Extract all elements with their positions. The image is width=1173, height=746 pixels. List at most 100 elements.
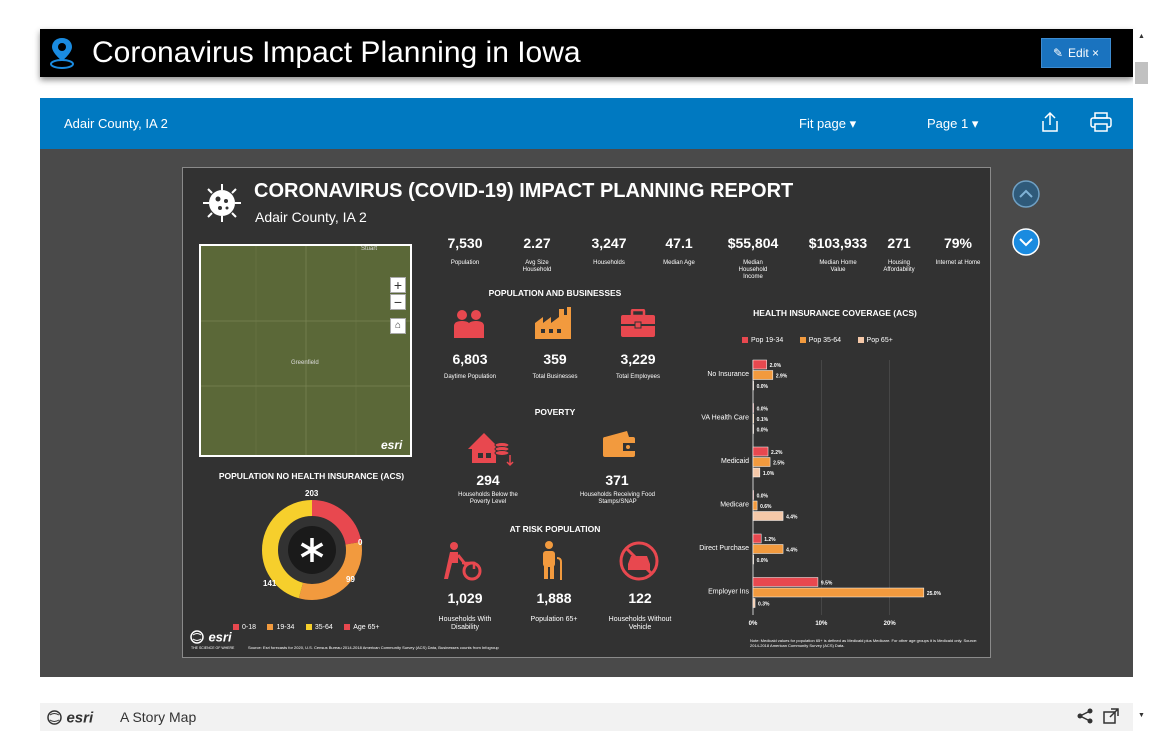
donut-heading: POPULATION NO HEALTH INSURANCE (ACS): [218, 471, 405, 481]
county-map[interactable]: Stuart Greenfield + − ⌂ esri: [199, 244, 412, 457]
donut-chart: [262, 500, 362, 600]
snap-value: 371: [605, 472, 629, 488]
chart-bar: [752, 370, 774, 380]
chart-value-label: 1.2%: [764, 537, 776, 543]
share-icon[interactable]: [1077, 708, 1093, 729]
donut-segment-Age65: [262, 500, 362, 600]
chart-value-label: 25.0%: [927, 591, 942, 597]
scroll-down-icon[interactable]: ▼: [1138, 712, 1145, 719]
chart-bar: [752, 598, 756, 608]
chart-value-label: 9.5%: [821, 581, 833, 587]
no-car-icon: [618, 540, 660, 587]
donut-label-right: 0: [358, 538, 363, 547]
toolbar-page-name: Adair County, IA 2: [64, 116, 168, 131]
esri-tagline: THE SCIENCE OF WHERE: [191, 646, 235, 650]
map-label-road: Stuart: [361, 246, 378, 252]
scroll-up-icon[interactable]: ▲: [1138, 33, 1145, 40]
wheelchair-icon: [444, 541, 484, 586]
donut-legend-item: Age 65+: [344, 624, 379, 631]
poverty-label: Households Below the Poverty Level: [458, 492, 518, 505]
chart-bar: [752, 380, 754, 391]
chart-category-label: Medicaid: [721, 458, 749, 465]
stat-label: Households: [593, 260, 625, 266]
stat-value: 79%: [943, 235, 973, 251]
stat-value: $55,804: [727, 235, 779, 251]
page-down-button[interactable]: [1011, 227, 1041, 257]
health-heading: HEALTH INSURANCE COVERAGE (ACS): [753, 308, 917, 318]
map-label-town: Greenfield: [291, 360, 319, 366]
no-vehicle-value: 122: [628, 590, 652, 606]
chart-value-label: 2.5%: [773, 461, 785, 467]
share-export-icon[interactable]: [1040, 111, 1060, 138]
chart-category-label: Direct Purchase: [699, 545, 749, 552]
open-new-window-icon[interactable]: [1103, 708, 1119, 729]
chart-bar: [752, 359, 767, 370]
chart-value-label: 0.0%: [757, 494, 769, 500]
zoom-out-button[interactable]: −: [390, 294, 406, 310]
fit-page-dropdown[interactable]: Fit page ▾: [799, 116, 857, 131]
print-icon[interactable]: [1090, 112, 1112, 137]
page-up-button[interactable]: [1011, 179, 1041, 209]
stat-value: $103,933: [808, 235, 868, 251]
daytime-pop-value: 6,803: [452, 351, 488, 367]
chart-value-label: 4.4%: [786, 515, 798, 521]
chart-bar: [752, 533, 762, 544]
esri-logo-text: esri: [208, 629, 232, 645]
chart-bar: [752, 446, 769, 457]
chart-x-tick: 20%: [884, 621, 897, 627]
location-pin-icon: [47, 36, 77, 70]
page-scrollbar[interactable]: ▲ ▼: [1133, 29, 1150, 731]
page-dropdown[interactable]: Page 1 ▾: [927, 116, 979, 131]
stat-label: Median Age: [663, 260, 695, 266]
chart-bar: [752, 544, 784, 554]
chart-value-label: 0.6%: [760, 504, 772, 510]
elderly-icon: [539, 540, 565, 585]
house-coins-icon: [466, 427, 514, 472]
stat-value: 7,530: [447, 235, 483, 251]
health-note: Note: Medicaid values for population 65+…: [750, 638, 978, 648]
total-employees-label: Total Employees: [615, 374, 661, 380]
globe-icon: [47, 710, 62, 726]
chart-bar: [752, 424, 754, 434]
total-businesses-value: 359: [543, 351, 567, 367]
wallet-icon: [601, 429, 637, 464]
pop65-value: 1,888: [536, 590, 572, 606]
donut-label-top: 203: [305, 489, 319, 498]
report-title: CORONAVIRUS (COVID-19) IMPACT PLANNING R…: [254, 180, 794, 202]
daytime-pop-label: Daytime Population: [443, 374, 497, 380]
chart-value-label: 2.2%: [771, 450, 783, 456]
snap-label: Households Receiving Food Stamps/SNAP: [579, 492, 656, 505]
chart-value-label: 0.3%: [758, 602, 770, 608]
health-legend-item: Pop 35-64: [799, 337, 841, 344]
stat-label: Population: [450, 260, 480, 266]
chart-value-label: 1.0%: [763, 471, 775, 477]
scroll-thumb[interactable]: [1135, 62, 1148, 84]
donut-label-left-bottom: 141: [263, 579, 277, 588]
story-map-header: [40, 29, 1133, 77]
map-roads: [201, 246, 410, 455]
donut-legend-item: 19-34: [267, 624, 294, 631]
chart-value-label: 4.4%: [786, 548, 798, 554]
chart-bar: [752, 554, 754, 565]
donut-legend: 0-18 19-34 35-64 Age 65+: [233, 616, 379, 634]
health-legend-item: Pop 65+: [857, 337, 893, 344]
chart-value-label: 2.9%: [776, 374, 788, 380]
story-map-footer: esri A Story Map: [40, 703, 1133, 731]
chart-value-label: 0.1%: [757, 417, 769, 423]
home-icon[interactable]: ⌂: [390, 318, 406, 334]
stat-label: Internet at Home: [935, 260, 981, 266]
zoom-in-button[interactable]: +: [390, 277, 406, 293]
briefcase-icon: [620, 308, 656, 344]
chart-x-tick: 0%: [749, 621, 758, 627]
stat-label: Housing Affordability: [883, 260, 915, 273]
footer-esri-logo[interactable]: esri: [47, 709, 93, 727]
chart-category-label: No Insurance: [707, 371, 749, 378]
donut-segment-35-64: [262, 500, 362, 600]
edit-button[interactable]: ✎ Edit ×: [1041, 38, 1111, 68]
chart-bar: [752, 577, 819, 587]
chart-value-label: 0.0%: [757, 384, 769, 390]
chart-category-label: Medicare: [720, 502, 749, 509]
donut-legend-item: 0-18: [233, 624, 256, 631]
edit-label: Edit ×: [1068, 46, 1100, 60]
esri-logo: esri: [190, 628, 232, 646]
